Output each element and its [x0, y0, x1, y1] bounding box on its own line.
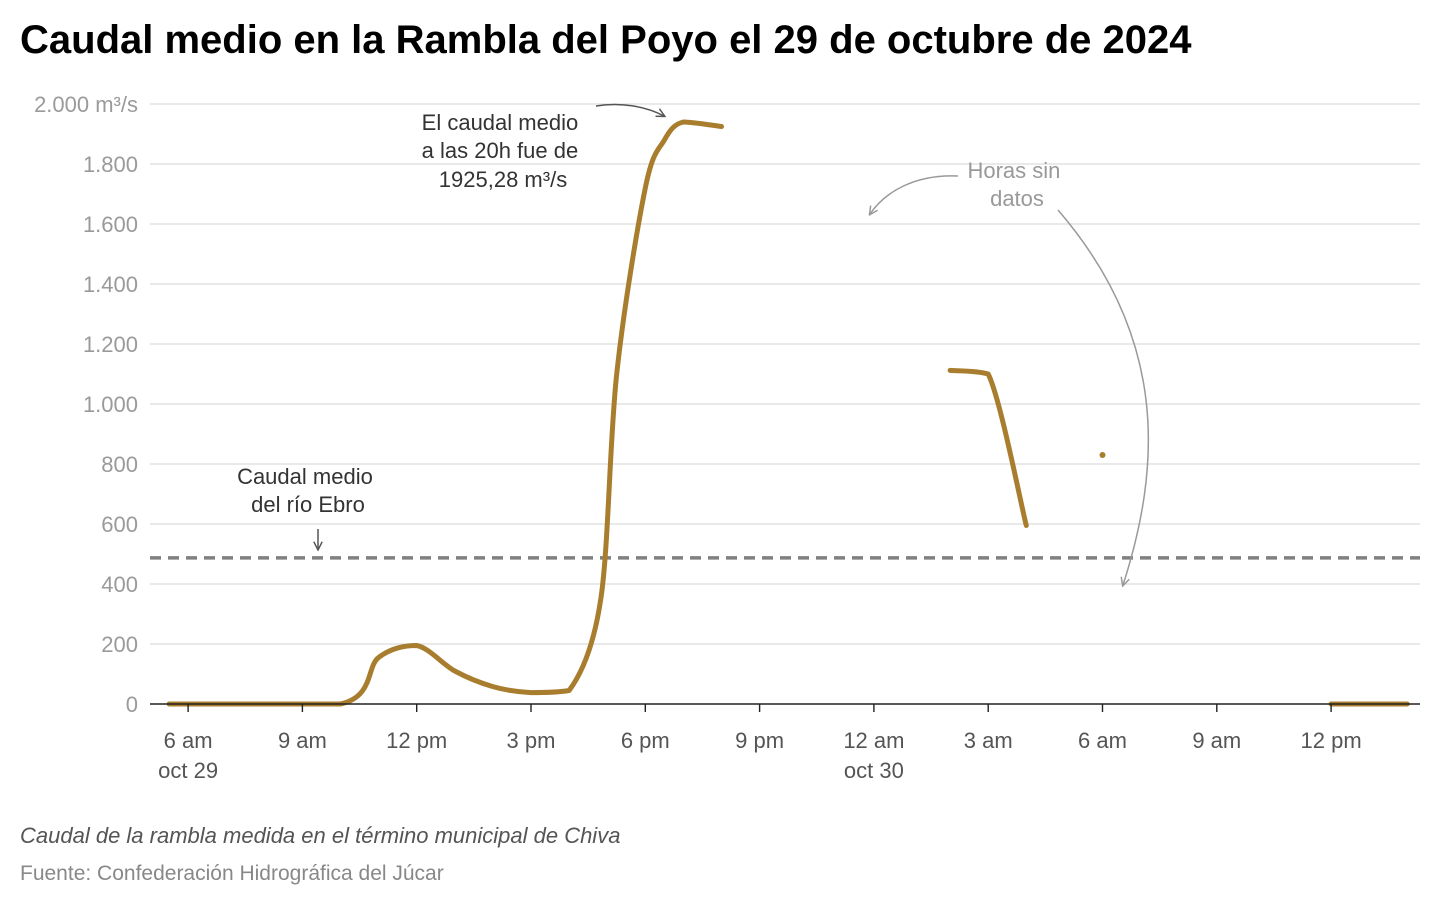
peak-annotation-line: 1925,28 m³/s — [439, 167, 567, 192]
gaps-arrow-left — [870, 175, 959, 214]
x-tick-label: 12 am — [843, 728, 904, 753]
x-tick-label: 6 am — [1078, 728, 1127, 753]
series-point — [1099, 452, 1106, 458]
x-tick-label: 6 pm — [621, 728, 670, 753]
x-tick-label: 3 am — [964, 728, 1013, 753]
y-tick-label: 2.000 m³/s — [34, 92, 138, 117]
y-tick-label: 200 — [101, 632, 138, 657]
gaps-arrow-right — [1057, 209, 1150, 585]
gaps-annotation: Horas sin datos — [967, 158, 1066, 211]
x-tick-sublabel: oct 29 — [158, 758, 218, 783]
x-tick-sublabel: oct 30 — [844, 758, 904, 783]
chart-source: Fuente: Confederación Hidrográfica del J… — [20, 862, 444, 885]
x-tick-label: 9 am — [1192, 728, 1241, 753]
y-tick-label: 400 — [101, 572, 138, 597]
peak-annotation-line: El caudal medio — [422, 110, 579, 135]
x-tick-label: 12 pm — [386, 728, 447, 753]
ebro-annotation: Caudal medio del río Ebro — [237, 464, 379, 517]
y-tick-label: 800 — [101, 452, 138, 477]
gaps-annotation-line: Horas sin — [967, 158, 1060, 183]
ebro-annotation-line: Caudal medio — [237, 464, 373, 489]
peak-annotation-line: a las 20h fue de — [422, 138, 579, 163]
x-tick-label: 6 am — [164, 728, 213, 753]
x-tick-label: 12 pm — [1301, 728, 1362, 753]
series-line-segment — [947, 367, 1029, 528]
peak-annotation: El caudal medio a las 20h fue de 1925,28… — [422, 110, 585, 192]
y-tick-label: 1.600 — [83, 212, 138, 237]
chart-note: Caudal de la rambla medida en el término… — [20, 823, 621, 848]
x-tick-label: 9 am — [278, 728, 327, 753]
line-chart: 0 200 400 600 800 1.000 1.200 1.400 1.600 1.800 2.… — [34, 92, 1420, 783]
x-tick-label: 9 pm — [735, 728, 784, 753]
y-tick-label: 600 — [101, 512, 138, 537]
gaps-annotation-line: datos — [990, 186, 1044, 211]
y-tick-label: 1.000 — [83, 392, 138, 417]
peak-annotation-arrow — [595, 103, 664, 116]
y-tick-label: 0 — [126, 692, 138, 717]
y-tick-label: 1.400 — [83, 272, 138, 297]
x-tick-label: 3 pm — [507, 728, 556, 753]
y-tick-label: 1.200 — [83, 332, 138, 357]
series-line-segment — [166, 119, 724, 707]
chart-title: Caudal medio en la Rambla del Poyo el 29… — [20, 18, 1192, 62]
y-tick-label: 1.800 — [83, 152, 138, 177]
ebro-annotation-line: del río Ebro — [251, 492, 365, 517]
